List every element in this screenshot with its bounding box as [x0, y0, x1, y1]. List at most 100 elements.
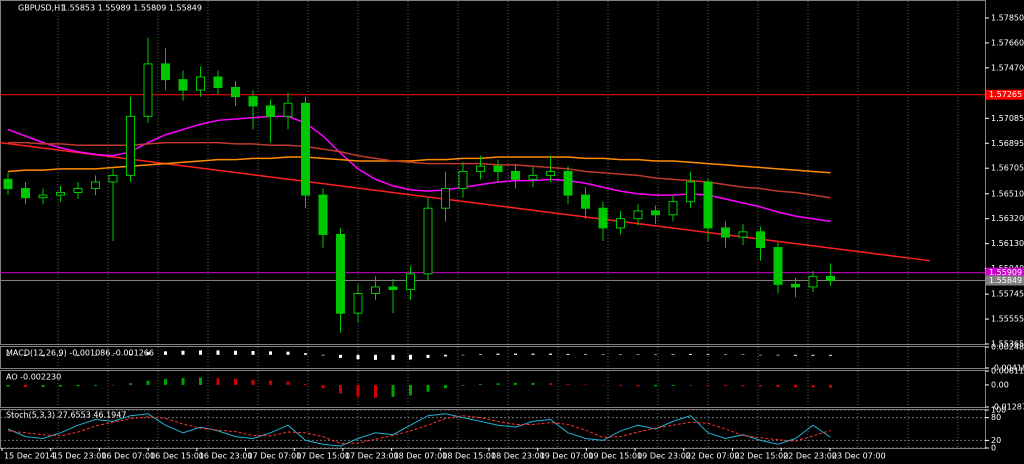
- macd-bar: [94, 354, 97, 356]
- y-tick-label: -0.00418: [991, 364, 1024, 373]
- macd-bar: [374, 354, 377, 360]
- ao-bar: [391, 384, 395, 397]
- ao-bar: [619, 384, 622, 386]
- ao-bar: [724, 384, 727, 386]
- pane-frame: [0, 409, 986, 449]
- candle-body: [406, 273, 415, 291]
- time-label: 16 Dec 07:00: [101, 452, 155, 461]
- time-label: 22 Dec 07:00: [686, 452, 740, 461]
- y-tick-label: 1.57660: [991, 38, 1024, 47]
- ao-bar: [111, 384, 115, 386]
- macd-bar: [24, 354, 27, 357]
- ao-bar: [531, 382, 535, 385]
- stoch-main: [7, 413, 831, 447]
- candle-body: [686, 181, 695, 203]
- macd-bar: [426, 354, 430, 358]
- ao-bar: [6, 384, 10, 387]
- ao-bar: [251, 379, 255, 385]
- candle-body: [476, 165, 485, 172]
- macd-bar: [461, 354, 465, 356]
- ao-bar: [549, 383, 552, 385]
- time-label: 17 Dec 15:00: [296, 452, 350, 461]
- pane-label: MACD(12,26,9) -0.001086 -0.001266: [6, 349, 154, 358]
- y-tick-label: 1.56130: [991, 239, 1024, 248]
- macd-bar: [724, 354, 727, 356]
- y-tick-label: 80: [991, 413, 1001, 422]
- candle-body: [73, 188, 83, 193]
- candle-body: [388, 286, 398, 291]
- ao-bar: [181, 378, 185, 385]
- ao-bar: [514, 382, 517, 385]
- macd-bar: [286, 351, 290, 355]
- ao-bar: [671, 384, 675, 386]
- ao-bar: [496, 383, 500, 385]
- y-tick-label: -0.01287: [991, 403, 1024, 412]
- candle-body: [38, 194, 48, 199]
- ao-bar: [321, 384, 325, 389]
- y-tick-label: 0.002485: [991, 343, 1024, 352]
- macd-bar: [129, 353, 132, 355]
- pane-frame: [0, 370, 986, 408]
- y-tick-label: 1.57085: [991, 114, 1024, 123]
- pane-label: AO -0.002230: [6, 373, 61, 382]
- macd-bar: [216, 350, 220, 355]
- candle-body: [598, 207, 608, 229]
- candle-body: [231, 87, 240, 98]
- candle-body: [213, 76, 223, 89]
- y-tick-label: 1.55365: [991, 340, 1024, 349]
- time-label: 16 Dec 15:00: [150, 452, 204, 461]
- time-label: 18 Dec 15:00: [442, 452, 496, 461]
- y-tick-label: 1.56510: [991, 189, 1024, 198]
- macd-bar: [496, 353, 500, 355]
- candle-body: [423, 207, 433, 275]
- macd-bar: [811, 354, 815, 356]
- time-label: 23 Dec 07:00: [832, 452, 886, 461]
- macd-bar: [549, 353, 552, 355]
- candle-body: [738, 231, 748, 238]
- y-tick-label: 0.00: [991, 380, 1009, 389]
- level-label: 1.55849: [989, 276, 1022, 285]
- macd-bar: [829, 354, 832, 356]
- candle-body: [143, 63, 153, 117]
- y-tick-label: 0.008118: [991, 367, 1024, 376]
- ao-bar: [794, 384, 797, 388]
- y-tick-label: 1.57850: [991, 13, 1024, 22]
- macd-bar: [741, 354, 745, 356]
- candle-body: [651, 210, 660, 216]
- ao-bar: [601, 384, 605, 386]
- time-label: 15 Dec 2014: [4, 452, 55, 461]
- time-label: 18 Dec 23:00: [491, 452, 545, 461]
- candle-body: [3, 178, 13, 190]
- macd-bar: [566, 353, 570, 355]
- ao-bar: [829, 384, 832, 388]
- y-tick-label: 0: [991, 444, 996, 453]
- macd-bar: [356, 354, 360, 360]
- pane-label: Stoch(5,3,3) 27.6553 46.1947: [6, 411, 126, 420]
- candle-body: [161, 63, 170, 81]
- ao-bar: [129, 383, 132, 385]
- macd-bar: [304, 353, 307, 355]
- chart-subtitle: 1.55853 1.55989 1.55809 1.55849: [62, 4, 202, 13]
- time-label: 22 Dec 15:00: [735, 452, 789, 461]
- ao-bar: [444, 384, 447, 389]
- moving-average: [7, 156, 831, 174]
- stoch-signal: [7, 415, 831, 444]
- macd-bar: [76, 354, 80, 356]
- ao-bar: [811, 384, 815, 388]
- candle-body: [826, 275, 835, 281]
- ao-bar: [479, 384, 482, 385]
- candle-body: [353, 292, 363, 314]
- macd-bar: [619, 354, 622, 356]
- candle-body: [703, 181, 713, 229]
- macd-bar: [111, 354, 115, 356]
- y-tick-label: 1.57470: [991, 63, 1024, 72]
- level-label-box: [986, 267, 1024, 278]
- candle-body: [318, 194, 328, 235]
- macd-bar: [59, 354, 62, 356]
- macd-bar: [269, 351, 272, 355]
- time-label: 19 Dec 07:00: [540, 452, 594, 461]
- macd-bar: [794, 354, 797, 356]
- y-tick-label: 1.56895: [991, 139, 1024, 148]
- y-tick-label: 20: [991, 436, 1001, 445]
